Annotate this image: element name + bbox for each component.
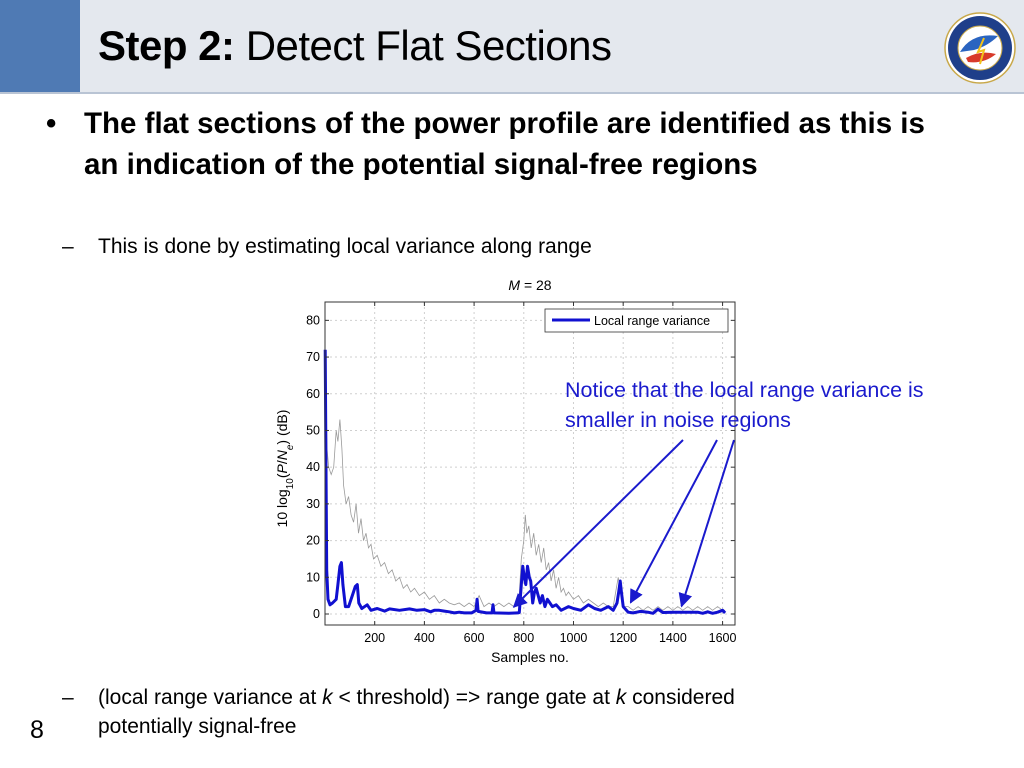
- y-label-part-7: ) (dB): [274, 410, 290, 445]
- x-axis-label: Samples no.: [491, 649, 569, 665]
- bullet-sub-2-a: (local range variance at: [98, 686, 323, 709]
- x-tick-label: 600: [464, 631, 485, 645]
- y-tick-label: 0: [313, 607, 320, 621]
- slide-title-rest: Detect Flat Sections: [234, 22, 612, 69]
- dash-icon: –: [62, 235, 74, 258]
- x-tick-label: 1200: [609, 631, 637, 645]
- y-tick-label: 60: [306, 387, 320, 401]
- chart-title: M = 28: [508, 277, 551, 293]
- bullet-sub-2-line-2: potentially signal-free: [98, 715, 297, 738]
- dash-icon: –: [62, 686, 74, 709]
- y-tick-label: 50: [306, 423, 320, 437]
- chart-grid: [325, 302, 735, 625]
- bullet-dot-icon: •: [46, 107, 57, 140]
- y-label-part-5: N: [274, 449, 290, 460]
- y-label-part-6: e: [285, 444, 296, 450]
- chart-title-rest: = 28: [520, 277, 552, 293]
- x-tick-label: 1400: [659, 631, 687, 645]
- annotation-note: Notice that the local range variance is …: [565, 378, 924, 432]
- slide-number: 8: [30, 716, 44, 744]
- legend-label: Local range variance: [594, 314, 710, 328]
- annotation-arrow: [629, 439, 718, 604]
- y-label-part-4: /: [274, 460, 290, 464]
- bullet-sub-2-line-1: (local range variance at k < threshold) …: [98, 683, 735, 712]
- bullet-sub-2-b: < threshold) => range gate at: [332, 686, 616, 709]
- nssl-seal-icon: [944, 12, 1016, 84]
- x-tick-label: 400: [414, 631, 435, 645]
- title-divider: [0, 92, 1024, 94]
- y-tick-label: 20: [306, 534, 320, 548]
- y-label-part-2: (: [274, 473, 290, 478]
- bullet-sub-2-k2: k: [615, 686, 627, 709]
- title-accent-stripe: [0, 0, 80, 92]
- x-tick-label: 800: [513, 631, 534, 645]
- annotation-arrow: [512, 439, 684, 608]
- y-tick-label: 70: [306, 350, 320, 364]
- y-label-part-3: P: [274, 463, 290, 473]
- x-tick-label: 200: [364, 631, 385, 645]
- y-tick-label: 80: [306, 313, 320, 327]
- annotation-arrows: [512, 439, 735, 608]
- bullet-main-text: The flat sections of the power profile a…: [84, 107, 925, 181]
- bullet-sub-2-c: considered: [626, 686, 735, 709]
- x-tick-label: 1600: [709, 631, 737, 645]
- chart-ticks: 200 400 600 800 1000 1200 1400 1600 0 10 20 30 40 50 6…: [306, 302, 737, 645]
- y-label-part-1: 10: [285, 478, 296, 490]
- slide-title: Step 2: Detect Flat Sections: [98, 22, 612, 70]
- y-axis-label: 10 log10(P/Ne) (dB): [274, 410, 296, 528]
- title-bar: Step 2: Detect Flat Sections: [0, 0, 1024, 94]
- x-tick-label: 1000: [560, 631, 588, 645]
- bullet-sub-2-k1: k: [322, 686, 333, 709]
- annotation-arrow: [678, 439, 735, 608]
- legend-box: [544, 308, 729, 333]
- y-tick-label: 40: [306, 460, 320, 474]
- slide-title-bold: Step 2:: [98, 22, 235, 69]
- y-tick-label: 30: [306, 497, 320, 511]
- chart-legend: Local range variance: [544, 308, 729, 333]
- y-label-part-0: 10 log: [274, 489, 290, 527]
- y-tick-label: 10: [306, 570, 320, 584]
- chart-frame: [324, 301, 736, 626]
- bullet-sub-1-text: This is done by estimating local varianc…: [98, 235, 592, 258]
- chart-title-m: M: [508, 277, 520, 293]
